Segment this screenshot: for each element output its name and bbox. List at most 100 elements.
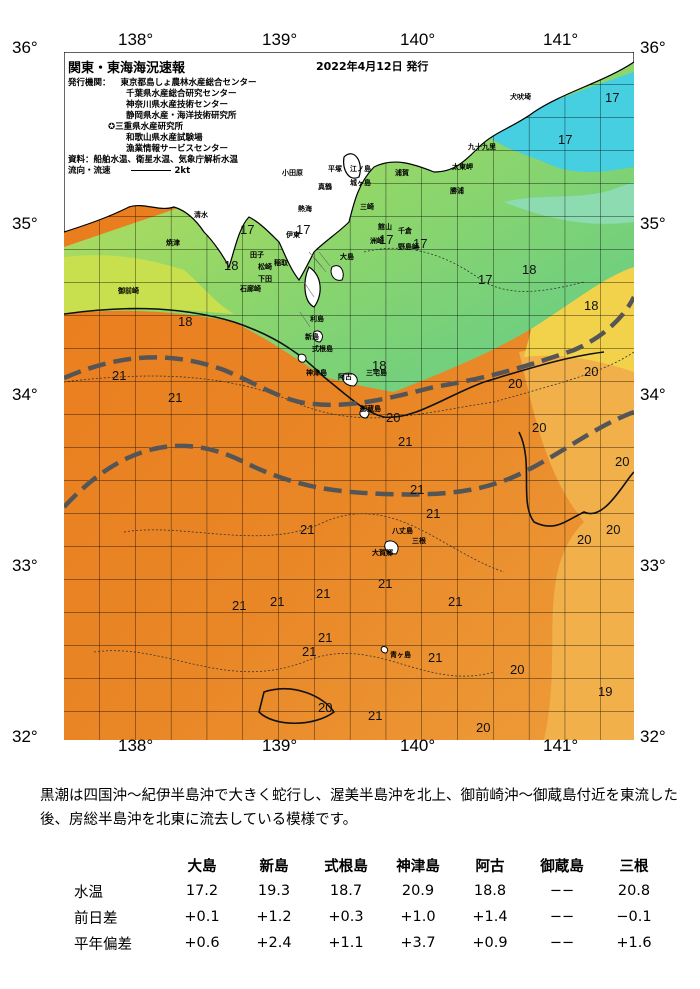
isotherm-label: 18 [584, 298, 599, 313]
place-label: 式根島 [312, 345, 333, 353]
isotherm-label: 17 [296, 222, 311, 237]
place-label: 稲取 [274, 259, 288, 267]
station-header: 三根 [619, 858, 649, 875]
isotherm-label: 17 [478, 272, 493, 287]
table-cell: +1.1 [328, 935, 364, 951]
lat-34-left: 34° [12, 385, 38, 404]
isotherm-label: 19 [598, 684, 613, 699]
place-label: 松崎 [258, 263, 272, 271]
station-header: 新島 [259, 858, 289, 875]
station-header: 式根島 [324, 858, 368, 875]
current-vectors [299, 251, 331, 328]
place-label: 青ヶ島 [390, 651, 411, 659]
issuer-2: 神奈川県水産技術センター [126, 100, 229, 110]
table-cell: 20.9 [401, 883, 435, 899]
lon-140-top: 140° [400, 30, 436, 49]
observation-table: 大島 新島 式根島 神津島 阿古 御蔵島 三根 水温 17.2 19.3 18.… [66, 852, 670, 956]
place-label: 石廊崎 [240, 285, 261, 293]
lon-138-top: 138° [118, 30, 154, 49]
kuroshio-description: 黒潮は四国沖～紀伊半島沖で大きく蛇行し、渥美半島沖を北上、御前崎沖～御蔵島付近を… [40, 788, 678, 828]
issuer-label: 発行機関： [68, 78, 111, 88]
place-label: 八丈島 [392, 527, 413, 535]
isotherm-label: 21 [302, 644, 317, 659]
place-label: 新島 [305, 333, 319, 341]
isotherm-label: 18 [224, 258, 239, 273]
table-cell: −0.1 [616, 909, 652, 925]
place-label: 御蔵島 [360, 405, 381, 413]
place-label: 洲崎 [370, 237, 384, 245]
row-label: 水温 [74, 884, 103, 901]
kuroshio-axis [64, 295, 634, 509]
place-label: 太東岬 [452, 163, 473, 171]
place-label: 館山 [378, 223, 392, 231]
isotherm-label: 17 [605, 90, 620, 105]
table-cell: +1.4 [472, 909, 508, 925]
station-header: 阿古 [475, 858, 505, 875]
isotherm-label: 21 [426, 506, 441, 521]
place-label: 利島 [310, 315, 324, 323]
table-cell: +0.9 [472, 935, 508, 951]
place-label: 阿古 [338, 373, 352, 381]
place-label: 江ノ島 [350, 165, 371, 173]
lon-140-bottom: 140° [400, 736, 436, 755]
lat-36-left: 36° [12, 38, 38, 57]
map-svg [64, 52, 634, 740]
isotherm-label: 17 [413, 236, 428, 251]
place-label: 伊東 [286, 231, 300, 239]
lat-32-left: 32° [12, 727, 38, 746]
map-legend: 関東・東海海況速報 発行機関： 東京都島しょ農林水産総合センター 千葉県水産総合研… [68, 57, 292, 190]
place-label: 神津島 [306, 369, 327, 377]
table-cell: +0.3 [328, 909, 364, 925]
isotherm-label: 18 [178, 314, 193, 329]
place-label: 三宅島 [366, 369, 387, 377]
isotherm-label: 21 [448, 594, 463, 609]
place-label: 千倉 [398, 227, 412, 235]
isotherm-label: 21 [270, 594, 285, 609]
isotherm-label: 21 [428, 650, 443, 665]
place-label: 三根 [412, 537, 426, 545]
lat-36-right: 36° [640, 38, 666, 57]
place-label: 浦賀 [395, 169, 409, 177]
place-label: 熱海 [298, 205, 312, 213]
isotherm-label: 21 [410, 482, 425, 497]
isotherm-label: 20 [577, 532, 592, 547]
table-cell: −− [549, 935, 575, 951]
isotherm-label: 21 [112, 368, 127, 383]
place-label: 犬吠埼 [510, 93, 531, 101]
place-label: 九十九里 [468, 143, 496, 151]
isotherm-label: 21 [378, 576, 393, 591]
place-label: 小田原 [282, 169, 303, 177]
issuer-6: 漁業情報サービスセンター [126, 144, 229, 154]
place-label: 大島 [340, 253, 354, 261]
islands [297, 265, 399, 654]
lat-34-right: 34° [640, 385, 666, 404]
issue-date: 2022年4月12日 発行 [316, 60, 429, 73]
table-cell: +0.1 [184, 909, 220, 925]
place-label: 焼津 [166, 239, 180, 247]
isotherm-label: 20 [386, 410, 401, 425]
row-label: 前日差 [74, 910, 118, 927]
isotherm-label: 21 [316, 586, 331, 601]
table-cell: −− [549, 883, 575, 899]
issuer-4: ✪三重県水産研究所 [108, 122, 184, 132]
isotherm-label: 20 [615, 454, 630, 469]
place-label: 勝浦 [450, 187, 464, 195]
issuer-5: 和歌山県水産試験場 [126, 133, 203, 143]
isotherm-label: 20 [318, 700, 333, 715]
table-header-row: 大島 新島 式根島 神津島 阿古 御蔵島 三根 [66, 852, 670, 878]
isotherm-label: 20 [606, 522, 621, 537]
sea-temperature-map [64, 52, 634, 740]
table-cell: 19.3 [257, 883, 291, 899]
table-cell: +3.7 [400, 935, 436, 951]
lat-33-left: 33° [12, 556, 38, 575]
issuer-3: 静岡県水産・海洋技術研究所 [126, 111, 237, 121]
isotherm-label: 21 [318, 630, 333, 645]
lat-32-right: 32° [640, 727, 666, 746]
lon-141-top: 141° [543, 30, 579, 49]
lat-35-left: 35° [12, 214, 38, 233]
current-unit: 2kt [174, 166, 191, 176]
table-cell: +1.6 [616, 935, 652, 951]
isotherm-label: 20 [584, 364, 599, 379]
isotherm-label: 21 [300, 522, 315, 537]
place-label: 下田 [258, 275, 272, 283]
